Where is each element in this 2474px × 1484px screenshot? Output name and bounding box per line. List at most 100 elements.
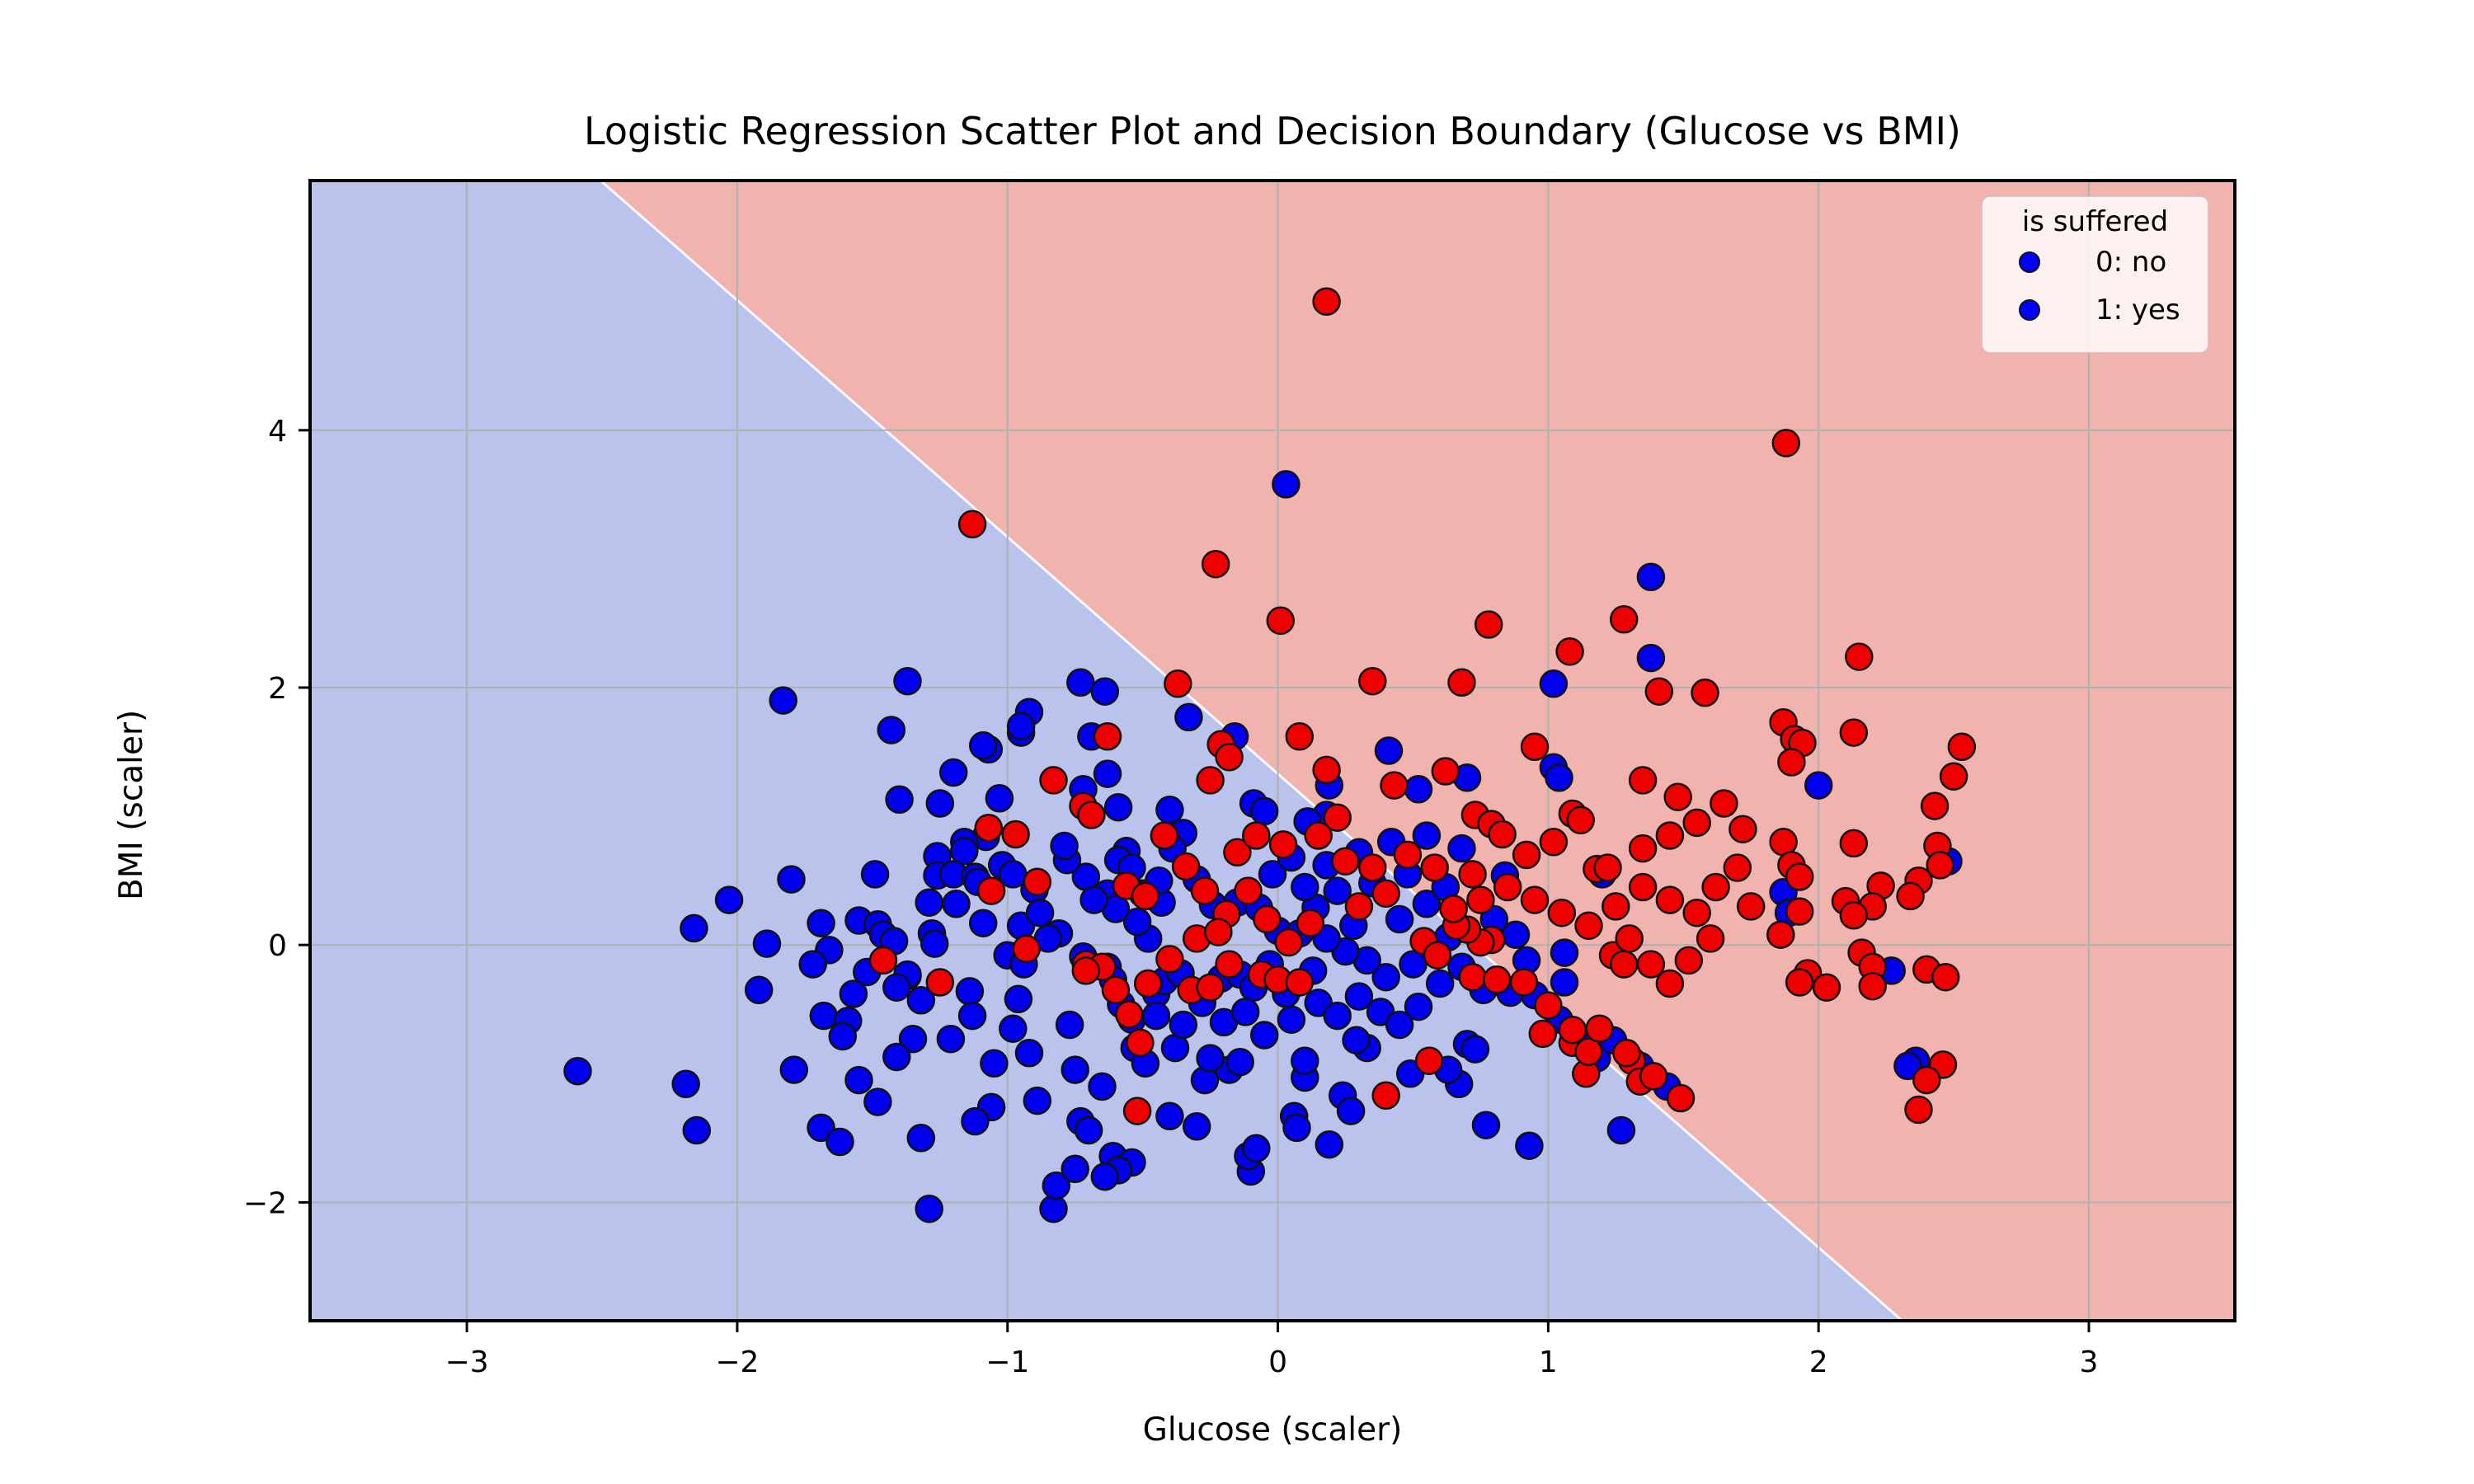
scatter-point-class1 [1682,898,1711,928]
scatter-point-class0 [925,789,955,818]
scatter-point-class0 [1272,470,1300,499]
scatter-point-class1 [1674,946,1704,975]
scatter-point-class1 [1488,819,1517,849]
scatter-point-class1 [1223,838,1252,867]
scatter-point-class0 [999,1014,1028,1043]
scatter-point-class0 [1023,1086,1052,1115]
scatter-point-class1 [1602,892,1630,921]
scatter-point-class0 [1336,1097,1366,1125]
scatter-point-class0 [798,950,827,979]
scatter-point-class1 [1358,666,1387,696]
x-tick-label: 3 [2080,1345,2099,1379]
scatter-point-class0 [1804,771,1833,800]
scatter-point-class0 [1155,1101,1184,1131]
scatter-point-class1 [1655,821,1685,850]
scatter-point-class1 [1729,815,1757,843]
scatter-point-class0 [1606,1115,1636,1145]
scatter-point-class1 [1012,934,1041,964]
scatter-point-class0 [1122,907,1152,937]
scatter-point-class1 [1574,1037,1603,1067]
y-axis-label: BMI (scaler) [113,709,150,900]
scatter-point-class0 [1258,860,1287,889]
scatter-point-class0 [906,1124,936,1153]
scatter-point-class0 [1050,831,1079,861]
scatter-point-class1 [1458,962,1487,992]
scatter-point-class1 [1331,847,1360,876]
scatter-point-class0 [828,1021,858,1051]
scatter-point-class1 [976,876,1006,905]
scatter-point-class0 [1249,1021,1279,1050]
scatter-point-class0 [1174,702,1203,732]
scatter-point-class1 [1155,945,1184,974]
scatter-point-class1 [1785,862,1814,891]
scatter-point-class1 [1482,965,1512,994]
scatter-point-class0 [671,1069,700,1099]
scatter-point-class1 [1133,969,1163,998]
scatter-point-class0 [968,731,998,760]
scatter-point-class1 [1131,881,1160,911]
scatter-point-class1 [1323,803,1352,832]
scatter-point-class0 [877,716,906,744]
scatter-point-class1 [1528,1019,1558,1049]
scatter-point-class1 [1071,956,1101,985]
scatter-point-class1 [1723,853,1752,882]
plot-spine [308,179,2236,1322]
scatter-point-class1 [1458,860,1487,889]
scatter-point-class0 [1291,1046,1319,1075]
scatter-point-class0 [920,929,949,958]
scatter-point-class1 [1566,805,1595,835]
scatter-point-class1 [1253,904,1282,934]
y-tick-label: −2 [243,1186,287,1220]
scatter-point-class0 [980,1049,1009,1078]
scatter-point-class0 [915,1194,943,1223]
scatter-point-class0 [769,686,797,715]
scatter-point-class1 [1171,852,1201,881]
y-tick-label: 2 [268,672,287,706]
scatter-point-class1 [1655,885,1685,914]
scatter-point-class1 [1904,1095,1933,1125]
scatter-point-class0 [1323,876,1352,905]
scatter-point-class0 [839,979,868,1008]
legend-marker-dot-icon [2019,299,2040,321]
scatter-point-class0 [1636,643,1666,673]
x-tick-label: 0 [1268,1345,1287,1379]
scatter-point-class1 [1077,801,1106,829]
scatter-point-class1 [1215,743,1244,772]
scatter-point-class0 [955,977,985,1006]
scatter-point-class0 [1230,998,1260,1026]
x-tick-label: −3 [445,1345,489,1379]
scatter-point-class0 [1055,1010,1084,1040]
legend-item: 1: yes [1982,286,2208,334]
scatter-point-class0 [950,837,979,866]
scatter-point-class0 [1079,885,1108,914]
scatter-point-class1 [1931,962,1960,992]
scatter-point-class0 [906,986,936,1015]
scatter-point-class0 [1042,1171,1071,1200]
scatter-point-class1 [1126,1028,1155,1058]
scatter-point-class1 [1201,549,1230,579]
scatter-point-class1 [1215,950,1244,979]
scatter-point-class1 [1431,757,1460,786]
scatter-point-class0 [1323,1001,1352,1031]
scatter-point-class1 [1414,1046,1444,1075]
scatter-point-class1 [1268,830,1298,859]
scatter-point-class0 [1471,1111,1501,1139]
scatter-point-class1 [1312,755,1341,785]
scatter-point-class0 [1425,969,1455,998]
scatter-point-class1 [1839,718,1869,747]
scatter-point-class1 [1371,1081,1400,1111]
scatter-point-class1 [1896,881,1925,911]
scatter-point-class1 [1520,732,1550,762]
scatter-point-class1 [1274,928,1303,957]
scatter-point-class0 [1291,872,1319,902]
legend-marker-dot-icon [2019,251,2040,273]
scatter-point-class1 [1663,782,1692,811]
scatter-point-class0 [898,1024,928,1054]
scatter-point-class1 [1939,762,1968,791]
scatter-point-class0 [1374,736,1404,765]
scatter-point-class1 [1947,732,1977,762]
scatter-point-class1 [1474,610,1503,639]
scatter-point-class1 [1266,606,1296,636]
scatter-point-class1 [1696,924,1725,953]
